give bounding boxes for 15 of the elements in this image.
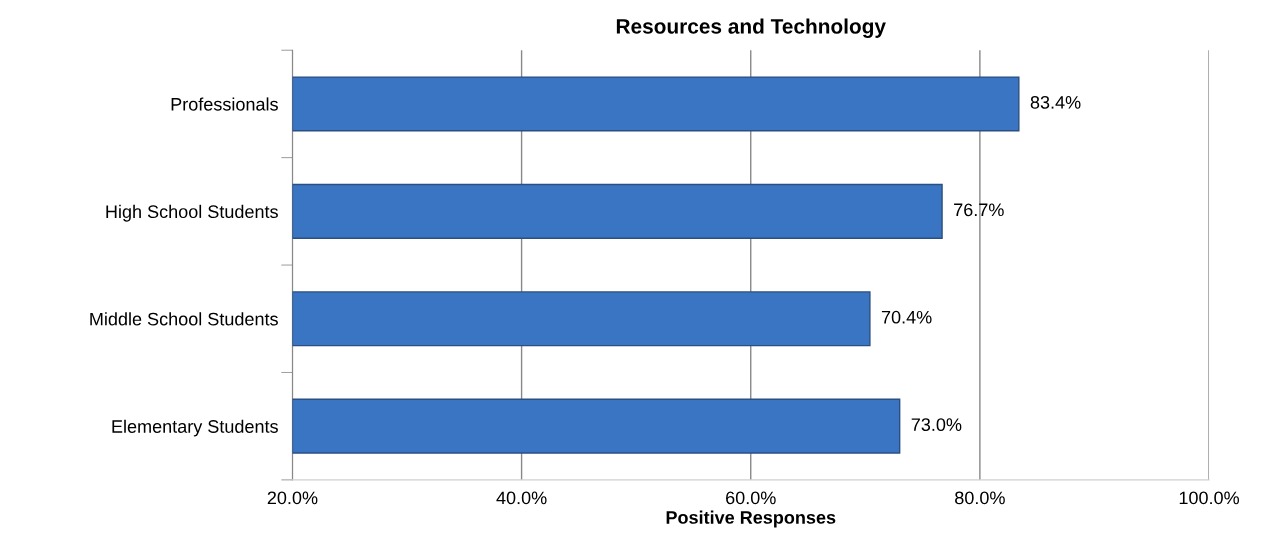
x-tick-label: 20.0%: [267, 491, 318, 505]
data-label: 76.7%: [954, 203, 1004, 217]
data-label: 73.0%: [911, 418, 962, 432]
y-tick-label: Professionals: [171, 97, 278, 111]
chart-title: Resources and Technology: [616, 18, 886, 38]
x-axis-title: Positive Responses: [666, 510, 836, 528]
x-tick-label: 60.0%: [726, 491, 776, 505]
data-label: 83.4%: [1030, 95, 1081, 109]
x-tick-label: 80.0%: [955, 491, 1005, 505]
y-tick-label: High School Students: [106, 204, 278, 222]
y-tick-label: Elementary Students: [112, 419, 278, 437]
x-tick-label: 40.0%: [496, 491, 547, 505]
data-label: 70.4%: [881, 310, 932, 324]
y-tick-label: Middle School Students: [90, 312, 278, 326]
x-tick-label: 100.0%: [1179, 491, 1240, 505]
